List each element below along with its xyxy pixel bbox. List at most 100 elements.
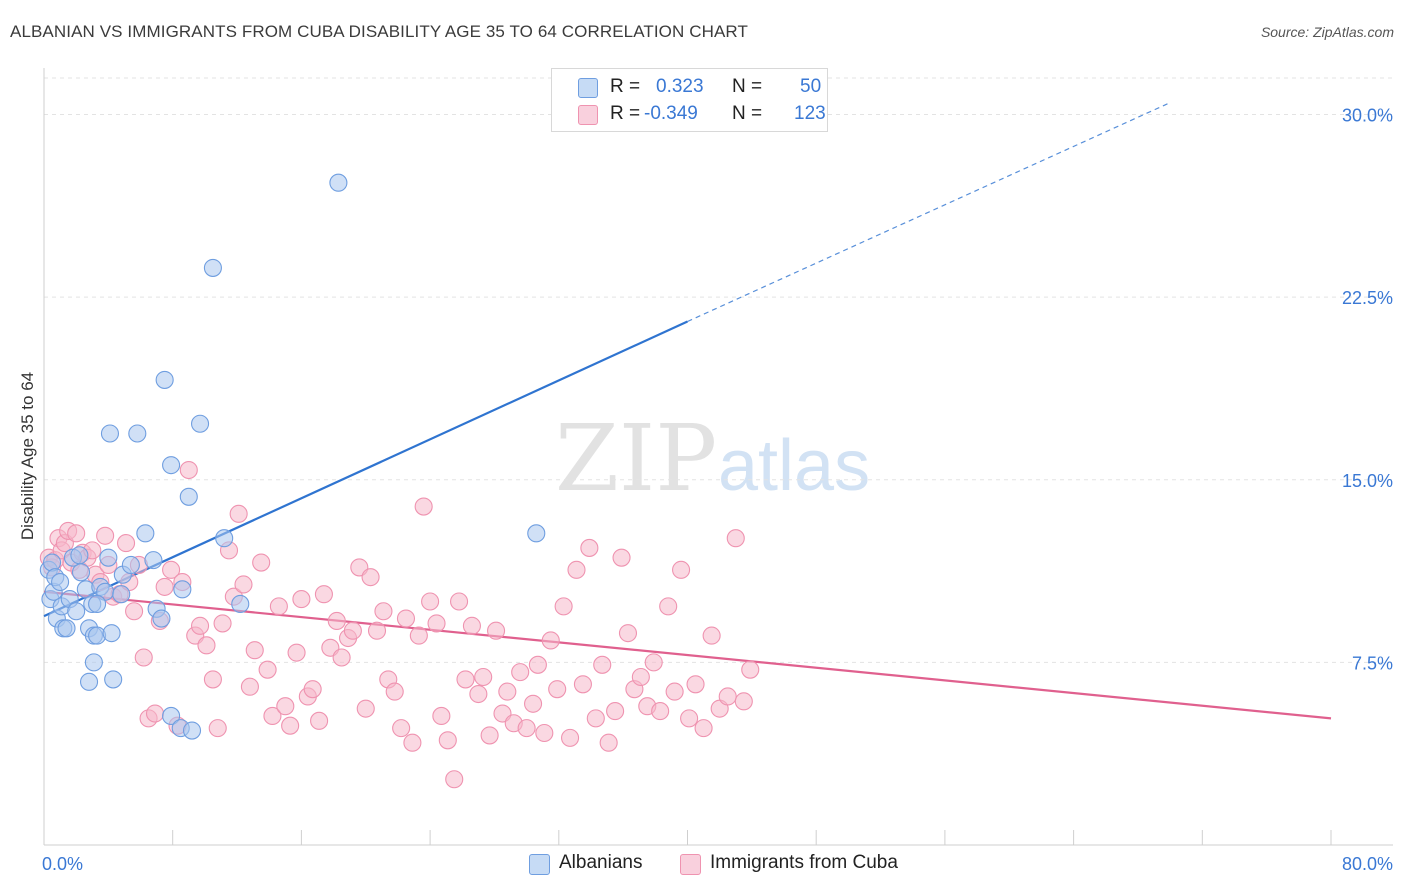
y-tick-label: 30.0% (1342, 106, 1393, 126)
albanians-point (99, 548, 118, 567)
cuba-point (269, 597, 288, 616)
albanians-point (155, 370, 174, 389)
data-points (39, 173, 760, 789)
albanians-point (162, 706, 181, 725)
cuba-point (445, 770, 464, 789)
albanians-point (84, 653, 103, 672)
cuba-point (258, 660, 277, 679)
cuba-point (374, 602, 393, 621)
cuba-point (203, 670, 222, 689)
correlation-legend: R = 0.323 N = 50 R = -0.349 N = 123 (551, 68, 828, 132)
watermark: ZIP atlas (555, 405, 870, 512)
cuba-point (125, 602, 144, 621)
cuba-point (561, 728, 580, 747)
cuba-point (327, 611, 346, 631)
cuba-point (694, 719, 713, 738)
albanians-point (162, 456, 181, 475)
cuba-point (361, 568, 380, 587)
cuba-point (190, 616, 210, 635)
albanians-point (136, 524, 155, 543)
cuba-point (432, 706, 451, 725)
cuba-swatch (578, 105, 598, 125)
cuba-point (245, 641, 264, 660)
cuba-legend-swatch (680, 854, 701, 875)
cuba-point (498, 682, 517, 701)
cuba-point (612, 548, 631, 567)
albanians-legend-swatch (529, 854, 550, 875)
cuba-point (421, 592, 440, 611)
albanians-point (182, 721, 202, 740)
cuba-point (263, 706, 282, 725)
axes (43, 68, 1393, 846)
cuba-point (726, 529, 745, 548)
legend-r-value-cuba: -0.349 (644, 103, 698, 124)
cuba-point (593, 655, 612, 674)
albanians-point (70, 546, 89, 565)
watermark-atlas: atlas (718, 426, 870, 506)
albanians-point (527, 524, 546, 543)
tick-labels: 7.5% 15.0% 22.5% 30.0% 0.0% 80.0% Disability A… (18, 106, 1393, 874)
cuba-point (462, 616, 481, 635)
cuba-point (517, 719, 536, 738)
albanians-point (112, 585, 131, 604)
albanians-point (51, 572, 70, 592)
cuba-point (427, 614, 446, 633)
cuba-point (310, 711, 329, 730)
cuba-point (116, 534, 136, 553)
y-axis-title: Disability Age 35 to 64 (18, 372, 37, 540)
albanians-point (173, 580, 192, 599)
cuba-point (702, 626, 721, 645)
cuba-point (208, 719, 227, 738)
cuba-point (385, 682, 404, 701)
cuba-point (292, 590, 311, 609)
cuba-point (680, 709, 699, 728)
albanians-legend-label: Albanians (559, 852, 643, 873)
cuba-legend-label: Immigrants from Cuba (710, 852, 898, 873)
cuba-point (332, 648, 351, 667)
chart-title: ALBANIAN VS IMMIGRANTS FROM CUBA DISABIL… (10, 22, 748, 41)
albanians-point (102, 624, 121, 643)
cuba-point (469, 684, 488, 704)
albanians-point (329, 173, 348, 192)
cuba-point (524, 694, 543, 713)
cuba-point (96, 526, 115, 545)
legend-n-value-cuba: 123 (794, 103, 826, 124)
cuba-point (414, 497, 433, 516)
cuba-point (134, 648, 153, 667)
cuba-point (367, 621, 387, 640)
albanians-trend-extension (687, 101, 1172, 323)
albanians-swatch (578, 78, 598, 98)
source-credit: Source: ZipAtlas.com (1260, 24, 1394, 40)
cuba-point (287, 643, 306, 662)
cuba-point (438, 731, 457, 750)
grid-lines (44, 77, 1393, 663)
cuba-point (197, 636, 216, 655)
cuba-point (665, 682, 684, 701)
y-tick-label: 15.0% (1342, 471, 1393, 491)
legend-n-label: N = (732, 103, 763, 124)
x-tick-label-min: 0.0% (42, 854, 83, 874)
albanians-point (104, 670, 123, 689)
cuba-point (554, 597, 573, 616)
cuba-point (528, 655, 547, 674)
cuba-point (213, 614, 232, 633)
legend-n-value-albanians: 50 (800, 76, 822, 97)
cuba-point (734, 692, 753, 711)
legend-n-label: N = (732, 76, 763, 97)
cuba-point (314, 585, 333, 604)
cuba-point (480, 726, 499, 745)
albanians-point (144, 551, 163, 570)
albanians-point (203, 258, 222, 277)
cuba-point (741, 660, 760, 679)
albanians-point (42, 553, 62, 572)
albanians-point (215, 529, 234, 548)
watermark-zip: ZIP (555, 405, 717, 512)
cuba-point (487, 621, 506, 640)
x-tick-label-max: 80.0% (1342, 854, 1393, 874)
albanians-point (71, 563, 91, 582)
albanians-point (152, 609, 171, 628)
cuba-point (659, 597, 678, 616)
albanians-point (179, 487, 198, 506)
albanians-point (121, 555, 140, 575)
